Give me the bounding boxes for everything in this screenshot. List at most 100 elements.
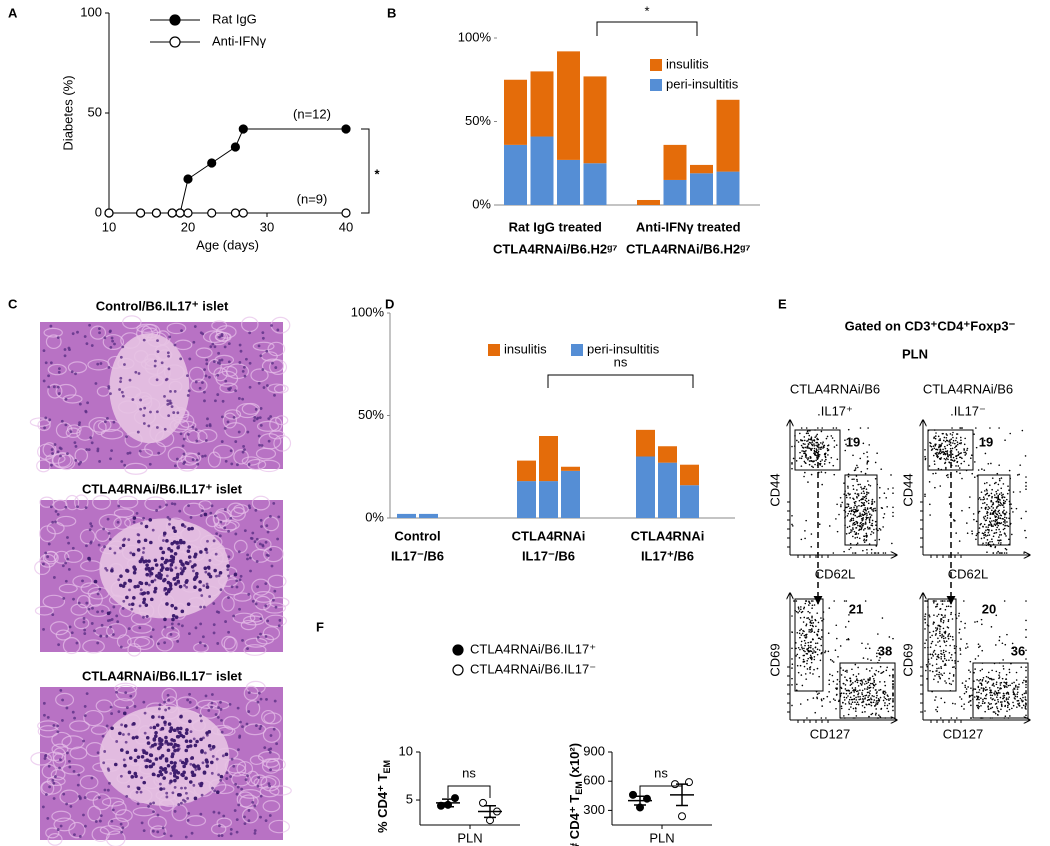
event-dot	[805, 456, 807, 458]
event-dot	[858, 699, 860, 701]
event-dot	[801, 427, 803, 429]
nucleus	[227, 421, 230, 424]
event-dot	[850, 519, 852, 521]
event-dot	[989, 703, 991, 705]
infiltrate-nucleus	[187, 545, 191, 549]
nucleus	[267, 531, 270, 534]
nucleus	[249, 570, 252, 573]
event-dot	[846, 497, 848, 499]
significance-bracket	[361, 129, 369, 213]
infiltrate-nucleus	[167, 764, 171, 768]
nucleus	[221, 415, 224, 418]
nucleus	[230, 463, 233, 466]
nucleus	[235, 579, 238, 582]
event-dot	[866, 501, 868, 503]
nucleus	[152, 830, 155, 833]
event-dot	[877, 700, 879, 702]
axis-label: CD127	[943, 726, 983, 741]
nucleus	[137, 802, 140, 805]
event-dot	[950, 448, 952, 450]
event-dot	[863, 488, 865, 490]
nucleus	[192, 784, 195, 787]
nucleus	[278, 624, 281, 627]
nucleus	[193, 738, 196, 741]
nucleus	[95, 820, 98, 823]
infiltrate-nucleus	[159, 547, 163, 551]
nucleus	[250, 537, 253, 540]
event-dot	[847, 515, 849, 517]
legend-marker	[453, 645, 463, 655]
nucleus	[190, 516, 193, 519]
infiltrate-nucleus	[159, 742, 163, 746]
infiltrate-nucleus	[164, 767, 168, 771]
event-dot	[995, 529, 997, 531]
event-dot	[811, 449, 813, 451]
nucleus	[86, 401, 89, 404]
event-dot	[1012, 689, 1014, 691]
event-dot	[834, 699, 836, 701]
nucleus	[224, 427, 227, 430]
event-dot	[811, 607, 813, 609]
event-dot	[829, 674, 831, 676]
event-dot	[998, 504, 1000, 506]
nucleus	[242, 451, 245, 454]
event-dot	[856, 507, 858, 509]
nucleus	[173, 503, 176, 506]
event-dot	[806, 648, 808, 650]
event-dot	[978, 699, 980, 701]
infiltrate-nucleus	[188, 555, 192, 559]
nucleus	[261, 331, 264, 334]
x-tick-label: 20	[181, 219, 195, 234]
event-dot	[859, 696, 861, 698]
nucleus	[113, 552, 116, 555]
event-dot	[892, 698, 894, 700]
data-point	[176, 209, 184, 217]
event-dot	[996, 683, 998, 685]
nucleus	[241, 398, 244, 401]
event-dot	[1001, 552, 1003, 554]
nucleus	[144, 712, 147, 715]
event-dot	[956, 458, 958, 460]
nucleus	[71, 631, 74, 634]
nucleus	[102, 735, 105, 738]
event-dot	[934, 443, 936, 445]
nucleus	[115, 691, 118, 694]
event-dot	[851, 478, 853, 480]
infiltrate-nucleus	[141, 755, 145, 759]
event-dot	[849, 703, 851, 705]
infiltrate-nucleus	[87, 557, 91, 561]
nucleus	[262, 337, 265, 340]
nucleus	[164, 626, 167, 629]
event-dot	[861, 642, 863, 644]
event-dot	[828, 691, 830, 693]
event-dot	[1025, 681, 1027, 683]
event-dot	[867, 526, 869, 528]
event-dot	[821, 466, 823, 468]
event-dot	[875, 708, 877, 710]
event-dot	[871, 702, 873, 704]
event-dot	[1021, 518, 1023, 520]
event-dot	[996, 532, 998, 534]
nucleus	[71, 370, 74, 373]
nucleus	[128, 588, 131, 591]
event-dot	[987, 535, 989, 537]
event-dot	[1021, 699, 1023, 701]
event-dot	[982, 700, 984, 702]
nucleus	[174, 344, 177, 347]
event-dot	[945, 459, 947, 461]
event-dot	[924, 647, 926, 649]
event-dot	[791, 678, 793, 680]
event-dot	[873, 681, 875, 683]
infiltrate-nucleus	[136, 585, 140, 589]
y-axis-label-text: % CD4⁺ T	[375, 773, 390, 833]
event-dot	[866, 488, 868, 490]
event-dot	[855, 533, 857, 535]
event-dot	[1013, 693, 1015, 695]
nucleus	[81, 579, 84, 582]
infiltrate-nucleus	[169, 587, 173, 591]
event-dot	[850, 692, 852, 694]
event-dot	[886, 708, 888, 710]
infiltrate-nucleus	[208, 744, 212, 748]
event-dot	[997, 521, 999, 523]
event-dot	[983, 518, 985, 520]
